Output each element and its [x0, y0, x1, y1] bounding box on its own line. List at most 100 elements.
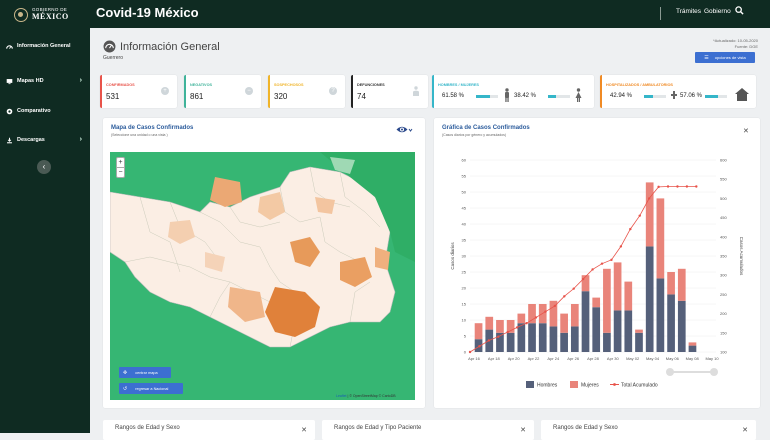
bar-mujeres [570, 304, 579, 327]
map-region-green [330, 157, 355, 174]
kpi-value: 320 [274, 92, 288, 101]
map-region-orange [210, 177, 242, 207]
y-tick-label: 15 [462, 302, 467, 307]
app-title: Covid-19 México [96, 5, 199, 20]
y2-tick-label: 500 [720, 196, 727, 201]
y-tick-label: 50 [462, 190, 467, 195]
nav-gobierno[interactable]: Gobierno [704, 8, 731, 15]
zoom-out-button[interactable]: − [118, 169, 123, 176]
map-region-orange [258, 192, 285, 220]
point-total-acumulado [544, 310, 547, 313]
choropleth-map[interactable] [110, 152, 415, 400]
bar-hombres [603, 332, 611, 352]
map-region-orange [340, 257, 372, 287]
y-tick-label: 45 [462, 206, 467, 211]
kpi-label: CONFIRMADOS [106, 83, 135, 87]
y2-tick-label: 600 [720, 158, 727, 163]
close-icon[interactable]: ✕ [743, 128, 749, 135]
x-tick-label: Apr 26 [567, 356, 580, 361]
bar-mujeres [603, 268, 611, 333]
bar-hombres [560, 332, 568, 352]
point-total-acumulado [629, 227, 632, 231]
gobierno-logo[interactable]: GOBIERNO DE MÉXICO [14, 6, 74, 23]
close-icon[interactable]: ✕ [742, 427, 748, 434]
y2-tick-label: 100 [720, 350, 727, 355]
hosp-percent: 42.94 % [610, 93, 633, 99]
back-national-label: regresar a Nacional [135, 386, 169, 391]
close-icon[interactable]: ✕ [520, 427, 526, 434]
eye-icon[interactable] [396, 125, 413, 134]
monitor-icon [6, 78, 13, 84]
bar-mujeres [677, 268, 686, 301]
attribution-text: | © OpenStreetMap © CartoDB [347, 394, 396, 398]
seal-icon [14, 7, 28, 22]
back-national-button[interactable]: ↺ regresar a Nacional [119, 383, 183, 394]
range-slider-handle [666, 368, 674, 376]
sidebar-item-mapas[interactable]: Mapas HD › [0, 74, 90, 88]
bar-hombres [496, 332, 504, 352]
y-tick-label: 35 [462, 238, 467, 243]
bar-hombres [592, 307, 601, 352]
map-region-orange [205, 252, 225, 272]
kpi-hospitalizados: HOSPITALIZADOS / AMBULATORIOS 42.94 % 57… [600, 75, 756, 108]
kpi-sospechosos: SOSPECHOSOS 320 ? [268, 75, 345, 108]
y-tick-label: 20 [462, 286, 467, 291]
list-icon: ☰ [704, 54, 709, 61]
legend-swatch [526, 381, 534, 388]
map-region-orange [375, 247, 390, 270]
legend-swatch [613, 383, 616, 386]
plus-medical-icon [671, 91, 677, 99]
leaflet-link[interactable]: Leaflet [336, 394, 347, 398]
map-region-orange [265, 287, 320, 337]
age-sex-card: Rangos de Edad y Sexo ✕ [103, 420, 315, 440]
bar-mujeres [517, 313, 526, 324]
kpi-label: DEFUNCIONES [357, 83, 385, 87]
collapse-sidebar-button[interactable]: ‹ [37, 160, 51, 174]
point-total-acumulado [572, 287, 575, 290]
view-options-button[interactable]: ☰ opciones de vista [695, 52, 755, 63]
point-total-acumulado [468, 350, 472, 354]
search-icon[interactable] [735, 6, 744, 15]
point-total-acumulado [563, 295, 566, 298]
map-region-orange [228, 287, 265, 322]
legend-label: Total Acumulado [621, 383, 658, 389]
y-tick-label: 10 [462, 318, 467, 323]
bar-mujeres [474, 323, 483, 340]
compare-icon [6, 108, 13, 114]
x-tick-label: May 02 [626, 356, 640, 361]
map-panel-title: Mapa de Casos Confirmados [111, 125, 194, 131]
chevron-right-icon: › [79, 136, 82, 143]
zoom-in-button[interactable]: + [117, 159, 124, 168]
y-tick-label: 40 [462, 222, 467, 227]
sidebar-item-descargas[interactable]: Descargas › [0, 133, 90, 147]
sidebar-item-informacion[interactable]: Información General [0, 39, 90, 53]
kpi-label: SOSPECHOSOS [274, 83, 304, 87]
kpi-value: 531 [106, 92, 120, 101]
y2-axis-label: Casos Acumulados [739, 237, 744, 276]
map-attribution: Leaflet | © OpenStreetMap © CartoDB [336, 394, 396, 398]
x-tick-label: Apr 30 [607, 356, 620, 361]
kpi-value: 861 [190, 92, 204, 101]
sidebar-item-comparativo[interactable]: Comparativo [0, 104, 90, 118]
point-total-acumulado [619, 245, 623, 248]
nav-tramites[interactable]: Trámites [676, 8, 702, 15]
x-tick-label: Apr 18 [488, 356, 501, 361]
close-icon[interactable]: ✕ [301, 427, 307, 434]
x-tick-label: May 10 [705, 356, 719, 361]
center-map-button[interactable]: ✜ centrar mapa [119, 367, 171, 378]
bar-hombres [656, 278, 665, 352]
dashboard-icon [6, 44, 13, 49]
bar-mujeres [496, 320, 504, 333]
legend-label: Hombres [537, 383, 558, 389]
x-tick-label: Apr 24 [547, 356, 560, 361]
woman-icon [575, 88, 582, 102]
logo-line2: MÉXICO [32, 11, 69, 21]
x-tick-label: Apr 16 [468, 356, 481, 361]
bar-mujeres [688, 342, 697, 346]
bar-hombres [688, 345, 697, 352]
point-total-acumulado [638, 214, 641, 217]
source-text: Fuente: DGE [734, 44, 758, 49]
amb-percent: 57.06 % [680, 93, 703, 99]
chart-panel [434, 118, 760, 408]
legend-label: Mujeres [581, 383, 599, 389]
